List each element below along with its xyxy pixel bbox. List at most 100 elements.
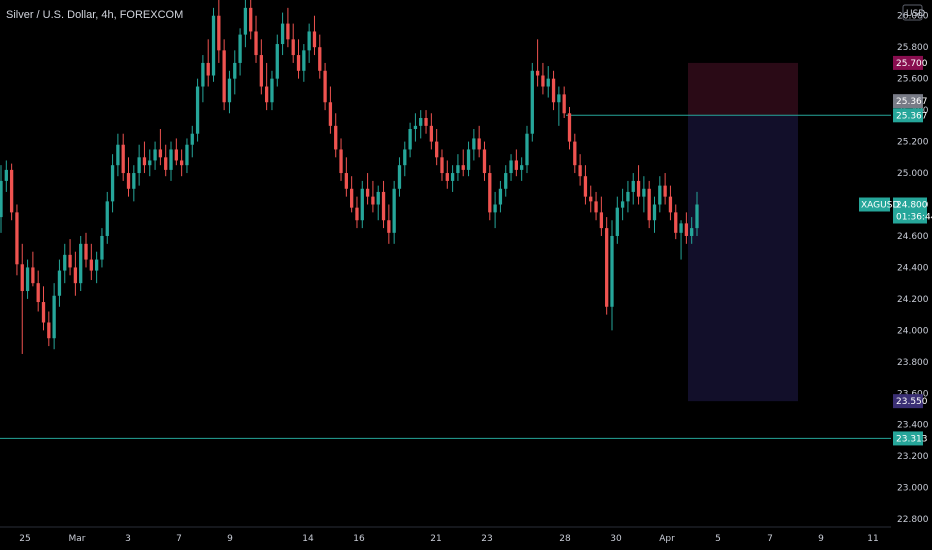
currency-label[interactable]: USD xyxy=(906,9,925,19)
candle-body xyxy=(530,70,534,134)
x-tick-label: 23 xyxy=(481,534,492,544)
x-tick-label: Mar xyxy=(69,534,86,544)
candle-body xyxy=(551,78,556,103)
candle-body xyxy=(275,44,279,79)
horizontal-lines[interactable] xyxy=(0,114,891,439)
candle-body xyxy=(360,188,364,221)
candle-body xyxy=(84,243,88,260)
candle-body xyxy=(41,302,46,323)
last-price-badge-bg xyxy=(893,197,927,224)
y-tick-label: 23.400 xyxy=(897,421,929,431)
candle-body xyxy=(647,188,651,221)
candle-body xyxy=(249,7,253,32)
target-zone[interactable] xyxy=(688,115,798,402)
candle-body xyxy=(578,165,582,177)
candle-body xyxy=(445,173,449,181)
x-tick-label: 25 xyxy=(19,534,30,544)
candle-body xyxy=(440,157,444,174)
candle-body xyxy=(174,149,178,161)
candle-body xyxy=(15,212,19,265)
y-tick-label: 23.000 xyxy=(897,484,929,494)
candle-body xyxy=(259,55,263,87)
symbol-badge-bg xyxy=(859,197,890,212)
candle-body xyxy=(158,149,163,158)
target-price-badge: 23.550 xyxy=(896,397,928,407)
x-tick-label: 30 xyxy=(610,534,622,544)
candle-body xyxy=(482,149,487,174)
candle-body xyxy=(153,149,157,161)
candle-body xyxy=(217,15,221,51)
candle-body xyxy=(238,34,242,63)
candle-body xyxy=(690,228,694,236)
countdown-label: 01:36:44 xyxy=(896,213,932,223)
candle-body xyxy=(504,173,508,189)
candle-body xyxy=(169,149,173,170)
target-price-badge-bg xyxy=(893,394,923,409)
candle-body xyxy=(286,23,290,40)
candle-body xyxy=(674,212,678,233)
candle-body xyxy=(334,125,338,150)
candle-body xyxy=(31,267,35,284)
candle-body xyxy=(47,322,51,339)
time-axis[interactable]: 25 Mar 3 7 9 14 16 21 23 28 30 Apr 5 7 9 11 xyxy=(0,526,891,544)
y-tick-label: 23.800 xyxy=(897,358,929,368)
candle-body xyxy=(126,173,131,189)
candle-body xyxy=(583,176,588,197)
candle-body xyxy=(179,160,184,166)
price-axis[interactable]: 26.00025.80025.60025.40025.20025.00024.8… xyxy=(891,0,932,550)
entry-price-badge: 25.367 xyxy=(896,97,928,107)
candle-body xyxy=(323,70,327,103)
candle-body xyxy=(562,94,566,114)
stop-zone[interactable] xyxy=(688,62,798,116)
candle-body xyxy=(52,295,56,339)
candle-body xyxy=(94,259,99,271)
candle-body xyxy=(498,188,503,205)
candle-body xyxy=(652,204,657,221)
candle-body xyxy=(110,165,115,202)
candle-body xyxy=(365,188,370,197)
candle-body xyxy=(339,149,343,174)
candle-body xyxy=(381,191,386,221)
candle-body xyxy=(695,204,699,229)
hline-price-badge-lower-bg xyxy=(893,431,923,446)
candle-body xyxy=(599,212,604,229)
candle-body xyxy=(79,243,83,284)
candle-body xyxy=(594,201,598,213)
position-box[interactable] xyxy=(688,62,798,402)
candle-body xyxy=(658,185,662,205)
candle-body xyxy=(589,196,593,202)
x-tick-label: 7 xyxy=(767,534,773,544)
candle-body xyxy=(472,138,476,150)
hline-price-badge: 25.367 xyxy=(896,111,928,121)
hline-price-badge-bg xyxy=(893,108,923,123)
candle-body xyxy=(620,201,625,208)
y-tick-label: 25.200 xyxy=(897,138,929,148)
candle-body xyxy=(328,102,333,126)
price-axis-bg xyxy=(891,0,932,550)
y-tick-label: 22.800 xyxy=(897,515,929,525)
candlestick-series xyxy=(0,0,699,354)
candle-body xyxy=(57,270,62,296)
candle-body xyxy=(63,254,67,271)
stop-price-badge: 25.700 xyxy=(896,59,928,69)
candle-body xyxy=(679,223,683,233)
hline-price-badge-lower: 23.313 xyxy=(896,434,928,444)
candle-body xyxy=(355,207,359,221)
candle-body xyxy=(222,50,226,103)
candle-body xyxy=(488,173,492,213)
candle-body xyxy=(557,94,561,103)
candle-body xyxy=(132,173,136,189)
candle-body xyxy=(344,173,348,189)
last-price-badge: 24.800 xyxy=(896,201,928,211)
candle-body xyxy=(413,125,418,129)
candle-body xyxy=(509,160,513,174)
candle-body xyxy=(636,180,641,197)
candle-body xyxy=(493,204,497,213)
candle-body xyxy=(403,149,407,166)
candle-body xyxy=(116,144,120,166)
candle-body xyxy=(68,254,72,268)
candle-body xyxy=(201,62,205,87)
currency-box[interactable] xyxy=(902,4,923,21)
x-tick-label: 5 xyxy=(715,534,721,544)
